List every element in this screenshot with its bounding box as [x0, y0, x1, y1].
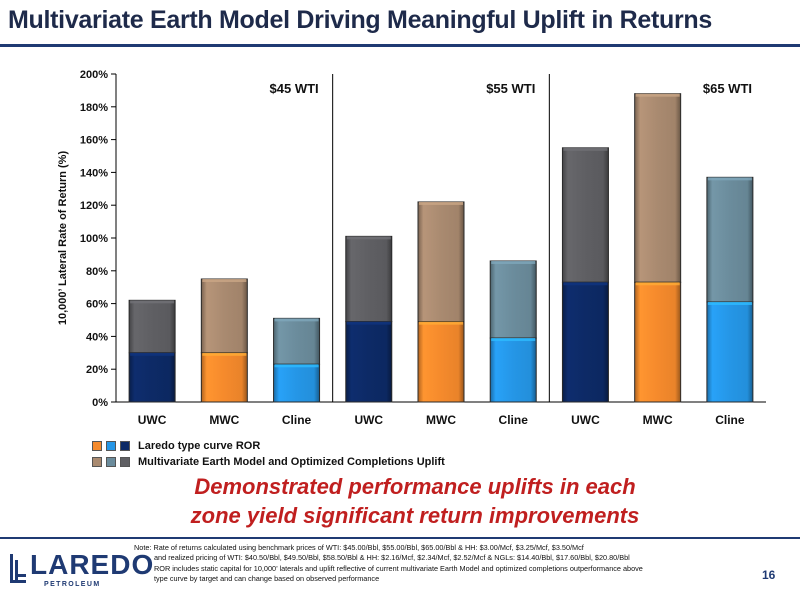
legend-label-base: Laredo type curve ROR — [138, 440, 261, 452]
bar-uplift-bevel — [419, 201, 463, 205]
page-number: 16 — [762, 568, 776, 582]
logo-wordmark: LAREDO — [30, 549, 155, 580]
legend-item-base: Laredo type curve ROR — [92, 439, 260, 453]
legend-swatch-uwc-uplift — [120, 457, 130, 467]
bar-uplift-bevel — [274, 318, 319, 322]
bar-base-bevel — [419, 321, 463, 325]
bar-base-mwc — [634, 281, 682, 403]
legend-swatch-mwc-uplift — [92, 457, 102, 467]
y-tick-label: 160% — [80, 135, 108, 147]
legend-item-uplift: Multivariate Earth Model and Optimized C… — [92, 455, 445, 469]
callout-line-2: zone yield significant return improvemen… — [190, 503, 640, 528]
bar-uplift-bevel — [346, 236, 391, 240]
bar-uplift-uwc — [128, 299, 176, 354]
x-tick-label: Cline — [715, 413, 745, 427]
bar-base-cline — [273, 363, 321, 403]
company-logo: LAREDO PETROLEUM — [8, 548, 153, 592]
y-tick-label: 0% — [92, 397, 108, 409]
bar-uplift-bevel — [635, 93, 680, 97]
bar-base-bevel — [274, 364, 319, 368]
legend-swatch-cline-base — [106, 441, 116, 451]
rate-of-return-chart: 10,000’ Lateral Rate of Return (%) 0% 20% 4… — [57, 69, 766, 427]
footnote-line: ROR includes static capital for 10,000’ … — [154, 563, 643, 573]
bar-base-bevel — [635, 282, 680, 286]
callout-line-1: Demonstrated performance uplifts in each — [194, 474, 636, 499]
x-tick-label: Cline — [499, 413, 529, 427]
bar-base-bevel — [130, 352, 175, 356]
x-tick-label: MWC — [643, 413, 673, 427]
x-tick-label: UWC — [138, 413, 167, 427]
bar-uplift-bevel — [707, 177, 752, 181]
bar-uplift-bevel — [130, 300, 175, 304]
title-divider — [0, 44, 800, 47]
y-tick-label: 180% — [80, 102, 108, 114]
bar-uplift-uwc — [561, 147, 609, 283]
bar-base-mwc — [200, 352, 248, 403]
footnote-line: type curve by target and can change base… — [154, 574, 380, 584]
bar-uplift-mwc — [417, 201, 465, 323]
footnote: Note: Rate of returns calculated using b… — [134, 543, 734, 585]
logo-subtitle: PETROLEUM — [44, 581, 101, 588]
bar-uplift-mwc — [200, 278, 248, 354]
bar-uplift-bevel — [491, 260, 536, 264]
footnote-line: Note: Rate of returns calculated using b… — [134, 543, 584, 552]
bar-base-cline — [489, 337, 537, 403]
legend-label-uplift: Multivariate Earth Model and Optimized C… — [138, 456, 445, 468]
x-tick-label: MWC — [426, 413, 456, 427]
x-tick-label: MWC — [209, 413, 239, 427]
x-tick-label: UWC — [354, 413, 383, 427]
y-tick-label: 100% — [80, 233, 108, 245]
y-tick-label: 200% — [80, 69, 108, 81]
price-group-label: $55 WTI — [486, 81, 535, 96]
y-tick-label: 80% — [86, 266, 108, 278]
bar-base-bevel — [202, 352, 247, 356]
bar-uplift-cline — [706, 176, 754, 303]
bar-base-mwc — [417, 321, 465, 403]
bar-uplift-bevel — [563, 147, 608, 151]
bar-base-bevel — [346, 321, 391, 325]
bar-uplift-bevel — [202, 279, 247, 282]
bar-base-bevel — [707, 301, 752, 305]
x-tick-label: Cline — [282, 413, 312, 427]
bar-base-uwc — [345, 321, 393, 403]
legend-swatch-mwc-base — [92, 441, 102, 451]
y-tick-label: 140% — [80, 167, 108, 179]
logo-mark-icon — [10, 554, 26, 583]
bar-base-bevel — [563, 282, 608, 286]
legend-swatch-uwc-base — [120, 441, 130, 451]
legend-swatch-cline-uplift — [106, 457, 116, 467]
bar-uplift-uwc — [345, 235, 393, 323]
bar-uplift-mwc — [634, 93, 682, 283]
bar-uplift-cline — [489, 260, 537, 339]
y-tick-label: 40% — [86, 331, 108, 343]
page-title: Multivariate Earth Model Driving Meaning… — [8, 6, 712, 34]
bar-uplift-cline — [273, 317, 321, 365]
price-group-label: $65 WTI — [703, 81, 752, 96]
bar-base-bevel — [491, 338, 536, 342]
y-tick-label: 20% — [86, 364, 108, 376]
x-tick-label: UWC — [571, 413, 600, 427]
footer-divider — [0, 537, 800, 539]
price-group-label: $45 WTI — [270, 81, 319, 96]
footnote-line: and realized pricing of WTI: $40.50/Bbl,… — [154, 553, 630, 563]
y-tick-label: 120% — [80, 200, 108, 212]
y-tick-label: 60% — [86, 299, 108, 311]
bar-base-uwc — [561, 281, 609, 403]
bar-base-uwc — [128, 352, 176, 403]
y-axis-title: 10,000’ Lateral Rate of Return (%) — [57, 151, 69, 326]
bar-base-cline — [706, 301, 754, 403]
